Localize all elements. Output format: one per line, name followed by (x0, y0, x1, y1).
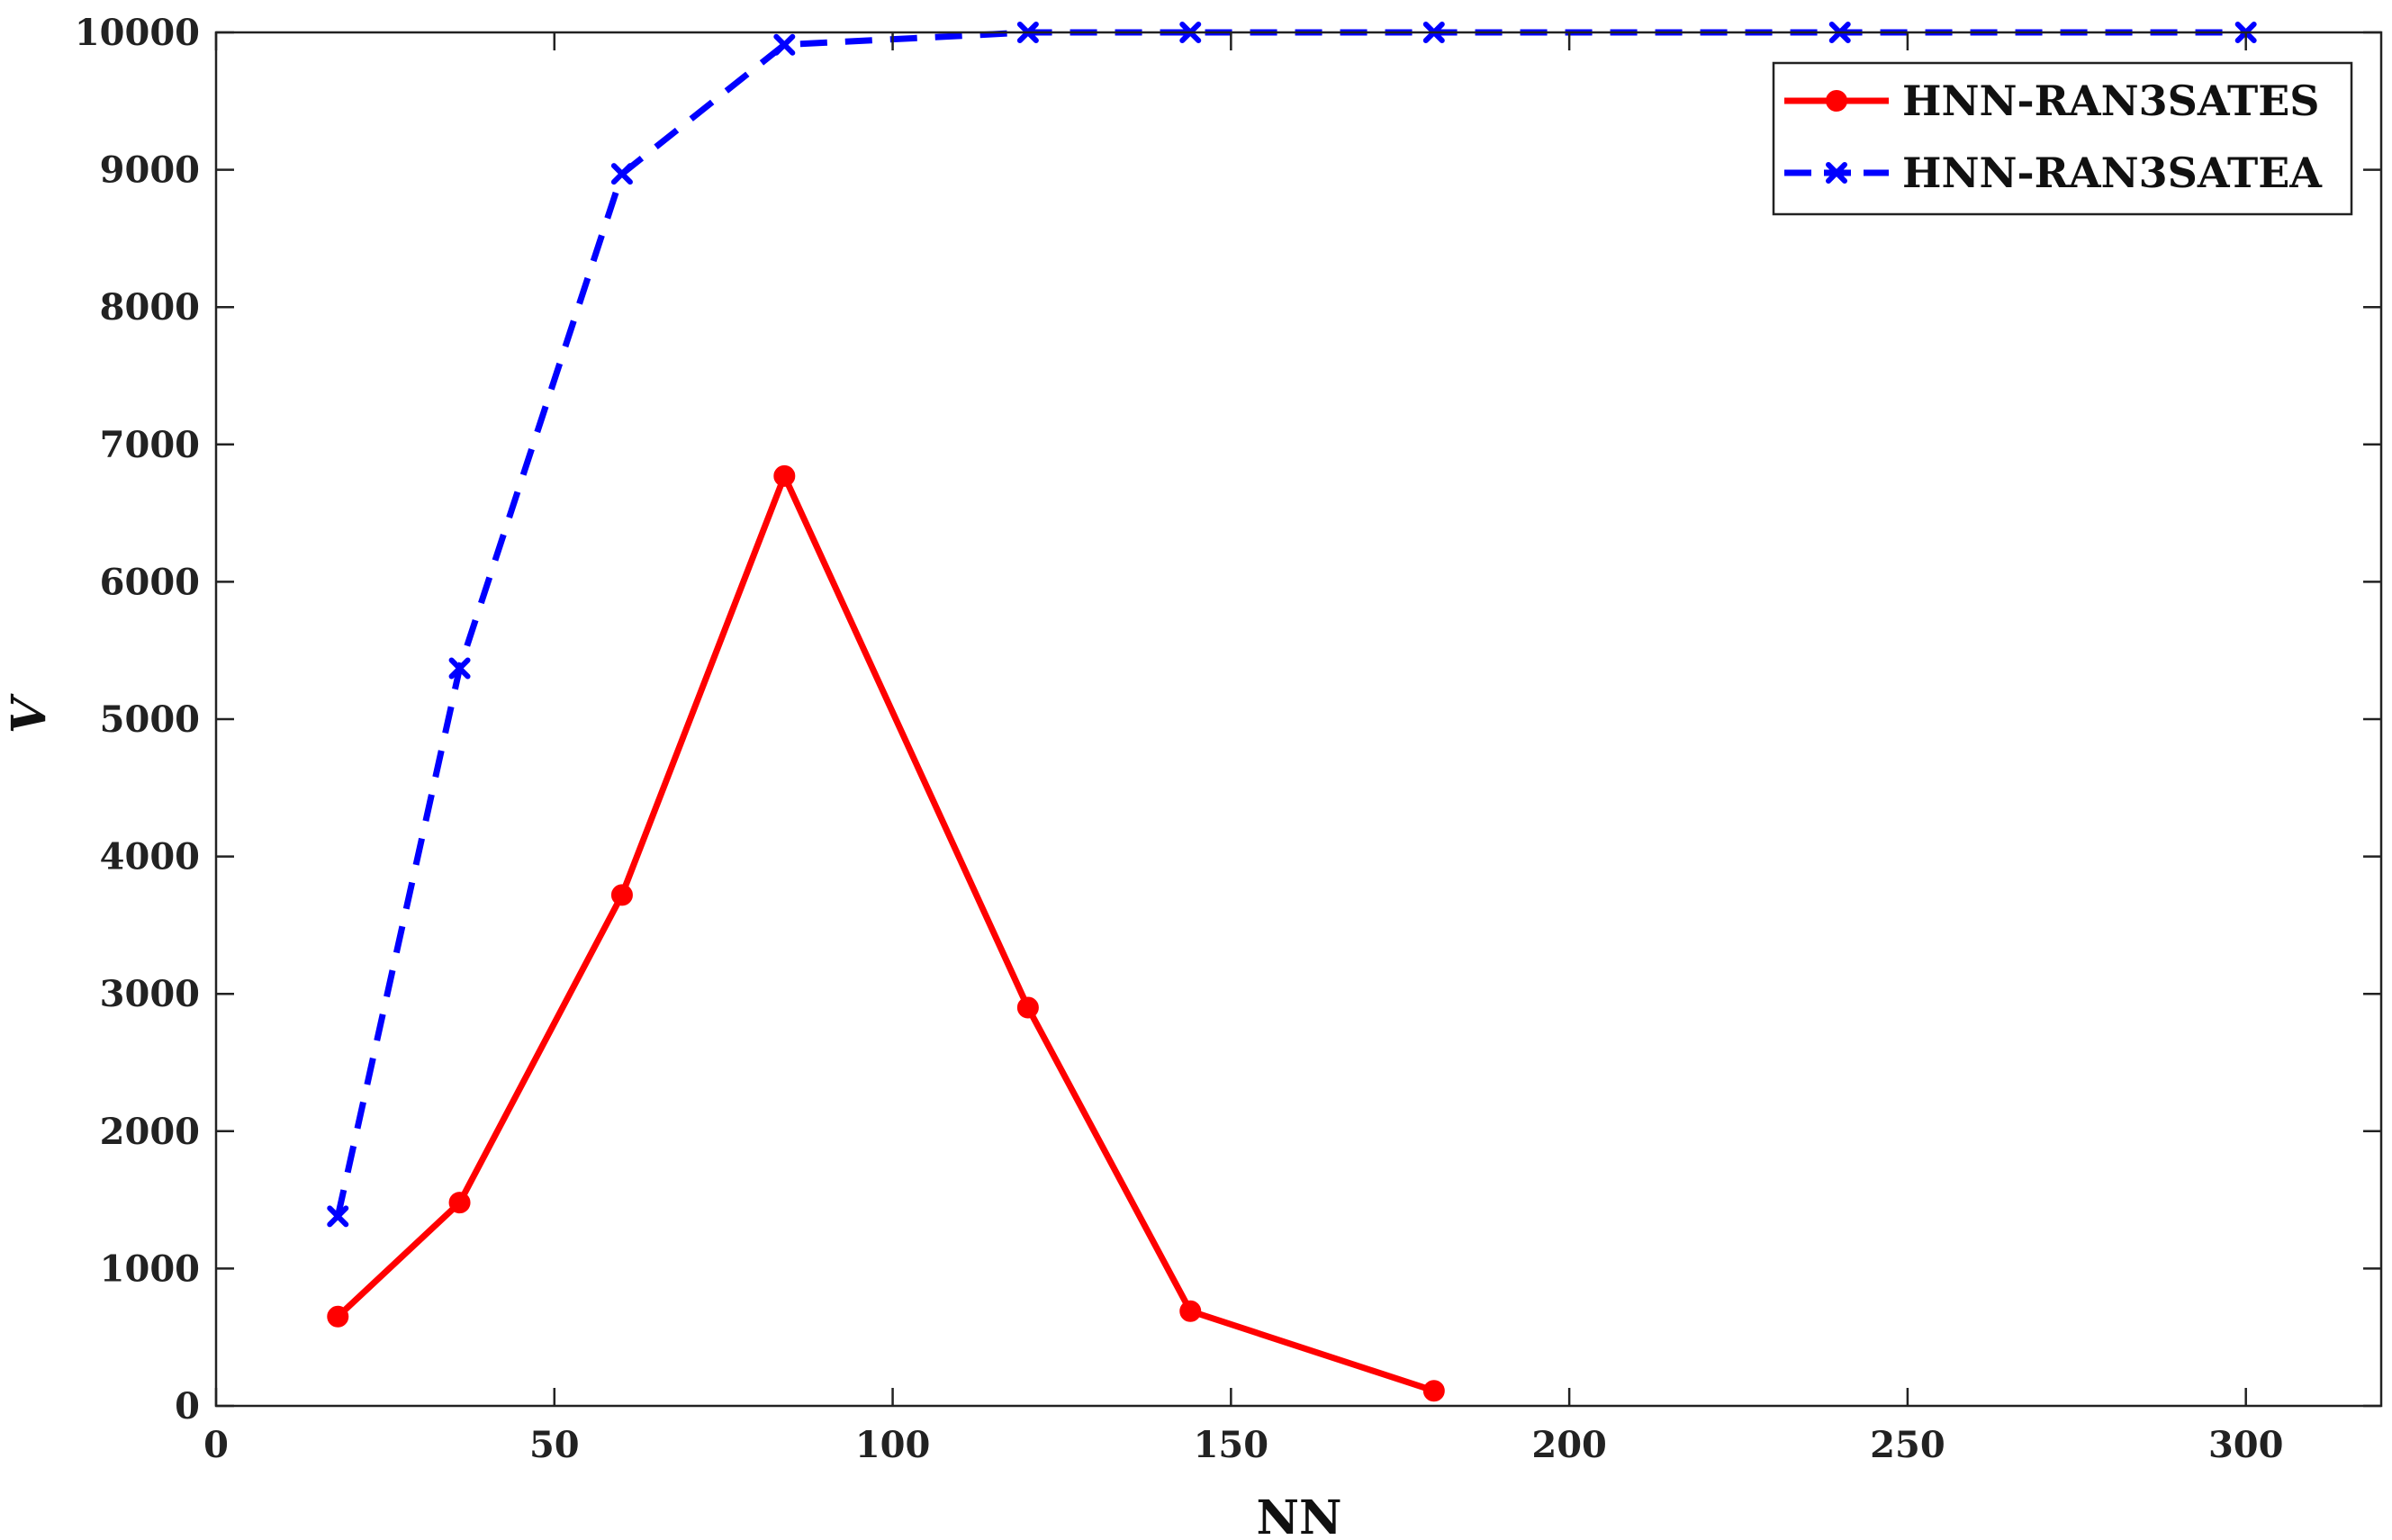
series-1-point (773, 33, 796, 56)
axes: 0 50 100 150 200 250 3000100020003000400050006… (75, 12, 2383, 1466)
y-tick-label: 8000 (100, 286, 200, 329)
y-tick-label: 0 (175, 1385, 200, 1427)
legend-box (1772, 61, 2353, 216)
y-tick-label: 5000 (100, 698, 200, 741)
series-1-point (327, 1205, 349, 1228)
x-tick-label: 100 (855, 1424, 931, 1466)
series-1-point-stroke (773, 33, 796, 56)
y-axis-title: V (2, 693, 57, 734)
y-tick-label: 3000 (100, 973, 200, 1015)
series-0-point (1422, 1380, 1445, 1402)
x-tick-label: 200 (1531, 1424, 1607, 1466)
x-tick-label: 300 (2208, 1424, 2284, 1466)
series-1-point (448, 657, 471, 680)
series-0-point (1179, 1300, 1202, 1322)
x-tick-label: 0 (203, 1424, 229, 1466)
x-tick-label: 150 (1194, 1424, 1269, 1466)
y-tick-label: 4000 (100, 836, 200, 878)
y-tick-label: 10000 (75, 12, 200, 54)
y-tick-label: 2000 (100, 1111, 200, 1153)
y-tick-label: 6000 (100, 561, 200, 603)
legend-marker-1-stroke (1826, 162, 1847, 184)
y-tick-label: 1000 (100, 1247, 200, 1290)
series-1-point-stroke (610, 163, 633, 185)
x-tick-label: 250 (1870, 1424, 1945, 1466)
series-1-point-stroke (327, 1205, 349, 1228)
series-0-point (610, 884, 633, 906)
x-tick-label: 50 (529, 1424, 580, 1466)
series-0-point (1016, 996, 1039, 1019)
legend: HNN-RAN3SATES HNN-RAN3SATEA (1772, 61, 2353, 216)
x-axis-title: NN (1256, 1490, 1341, 1540)
legend-marker-1 (1826, 162, 1847, 184)
legend-label-1: HNN-RAN3SATEA (1902, 149, 2323, 197)
series-1-point-stroke (448, 657, 471, 680)
legend-label-0: HNN-RAN3SATES (1902, 77, 2320, 125)
y-tick-label: 7000 (100, 424, 200, 466)
y-tick-label: 9000 (100, 149, 200, 192)
series-1-point (610, 163, 633, 185)
series-0-point (773, 464, 796, 487)
series-0-point (448, 1192, 471, 1214)
series-0-point (327, 1305, 349, 1328)
legend-marker-0 (1826, 90, 1847, 112)
